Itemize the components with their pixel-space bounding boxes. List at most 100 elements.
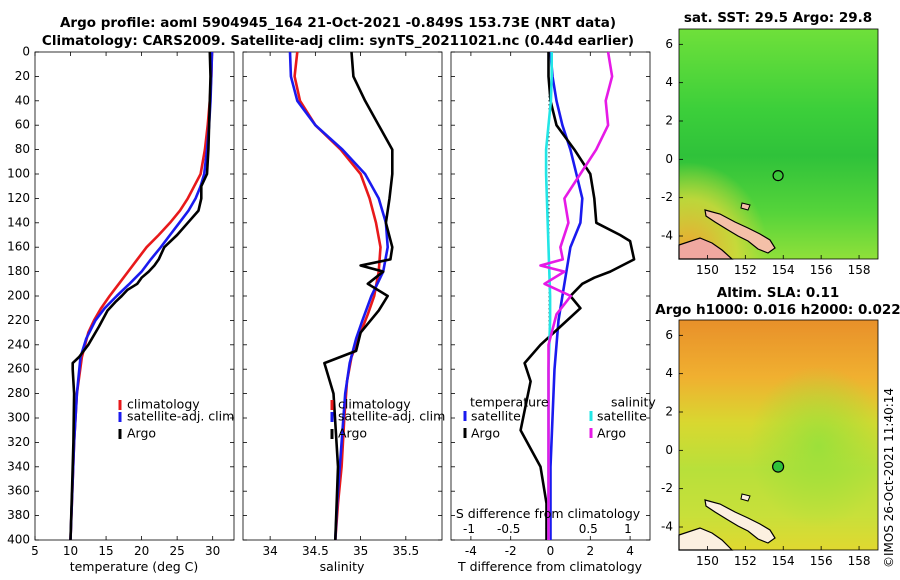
lat-tick-label: 2 [665,405,673,419]
legend-argo: Argo [127,426,156,441]
legend-climatology: climatology [127,397,200,412]
depth-tick-label: 280 [7,386,30,400]
depth-tick-label: 400 [7,533,30,547]
lat-tick-label: 4 [665,366,673,380]
sst-argo-marker [772,170,784,182]
depth-tick-label: 120 [7,191,30,205]
t-difference-xlabel: T difference from climatology [457,559,643,574]
x-tick-label: 30 [205,544,220,558]
lat-tick-label: 0 [665,152,673,166]
s-tick-label: -1 [463,522,475,536]
lon-tick-label: 150 [696,554,719,568]
title-line-2: Climatology: CARS2009. Satellite-adj cli… [42,33,634,49]
s-tick-label: -0.5 [497,522,520,536]
temperature-panel: 0 20 40 60 80 100 120 140 160 180 200 220 240 260 280 3… [7,45,235,574]
x-tick-label: 5 [31,544,39,558]
series-temperature-argo [519,52,636,540]
legend-s-satellite: satellite [597,409,647,424]
sst-landmass [678,202,776,260]
depth-tick-label: 80 [15,142,30,156]
sla-map-latitude-axis: -4 -2 0 2 4 6 [661,328,683,534]
depth-tick-label: 100 [7,167,30,181]
lat-tick-label: 6 [665,37,673,51]
series-argo [69,51,212,541]
lon-tick-label: 156 [810,554,833,568]
depth-tick-label: 240 [7,337,30,351]
salinity-xlabel: salinity [320,559,365,574]
lon-tick-label: 152 [734,554,757,568]
lat-tick-label: 2 [665,114,673,128]
temperature-x-axis: 5 10 15 20 25 30 [31,52,220,558]
legend-climatology: climatology [338,397,411,412]
legend-satellite-adj: satellite-adj. clim [338,409,445,424]
sla-low-region [679,320,878,550]
x-tick-label: 20 [134,544,149,558]
sla-new-ireland [704,499,776,544]
x-tick-label: 2 [586,544,594,558]
lat-tick-label: -4 [661,520,673,534]
temperature-xlabel: temperature (deg C) [70,559,199,574]
depth-tick-label: 300 [7,411,30,425]
sla-map-longitude-axis: 150 152 154 156 158 [696,546,871,568]
depth-tick-label: 340 [7,459,30,473]
lon-tick-label: 154 [772,554,795,568]
sst-map-longitude-axis: 150 152 154 156 158 [696,255,871,277]
depth-tick-label: 60 [15,118,30,132]
sst-map-title: sat. SST: 29.5 Argo: 29.8 [684,10,872,26]
series-argo [323,51,394,541]
depth-tick-label: 320 [7,435,30,449]
depth-tick-label: 0 [22,45,30,59]
legend-t-satellite: satellite [471,409,521,424]
lon-tick-label: 156 [810,263,833,277]
depth-tick-label: 140 [7,215,30,229]
legend-temperature-heading: temperature [470,395,549,410]
sla-landmass [678,493,776,551]
lon-tick-label: 150 [696,263,719,277]
x-tick-label: -4 [465,544,477,558]
x-tick-label: 34.5 [302,544,329,558]
sla-map: Altim. SLA: 0.11 Argo h1000: 0.016 h2000… [655,285,900,568]
lon-tick-label: 152 [734,263,757,277]
sst-island [740,202,751,211]
lat-tick-label: 6 [665,328,673,342]
lat-tick-label: 0 [665,443,673,457]
legend-argo: Argo [338,426,367,441]
depth-tick-label: 40 [15,93,30,107]
depth-tick-label: 220 [7,313,30,327]
difference-depth-ticks [451,51,650,541]
lat-tick-label: 4 [665,75,673,89]
depth-tick-label: 180 [7,264,30,278]
x-tick-label: -2 [505,544,517,558]
temperature-axes [34,51,235,541]
lat-tick-label: -2 [661,481,673,495]
x-tick-label: 35.5 [392,544,419,558]
sla-island [740,493,751,502]
s-tick-label: 0.5 [579,522,598,536]
sla-map-frame [678,319,879,551]
x-tick-label: 25 [170,544,185,558]
s-difference-xlabel: S difference from climatology [456,506,641,521]
legend-t-argo: Argo [471,426,500,441]
series-salinity-argo [539,51,614,540]
temperature-series [69,51,214,541]
lat-tick-label: -4 [661,229,673,243]
sla-map-title-2: Argo h1000: 0.016 h2000: 0.022 [655,302,900,318]
temperature-legend: climatology satellite-adj. clim Argo [118,397,234,441]
depth-tick-label: 260 [7,362,30,376]
sla-argo-marker [771,460,785,473]
x-tick-label: 10 [63,544,78,558]
depth-tick-label: 360 [7,484,30,498]
sla-map-title-1: Altim. SLA: 0.11 [717,285,839,301]
x-tick-label: 15 [98,544,113,558]
salinity-depth-ticks [243,51,442,541]
salinity-panel: 34 34.5 35 35.5 salinity climatology satell… [242,51,445,574]
difference-legend: temperature satellite Argo salinity sate… [463,395,656,441]
depth-tick-label: 200 [7,289,30,303]
depth-tick-label: 380 [7,508,30,522]
timestamp: ©IMOS 26-Oct-2021 11:40:14 [882,388,896,568]
sst-warm-region [679,29,878,259]
lon-tick-label: 154 [772,263,795,277]
lon-tick-label: 158 [848,263,871,277]
legend-s-argo: Argo [597,426,626,441]
